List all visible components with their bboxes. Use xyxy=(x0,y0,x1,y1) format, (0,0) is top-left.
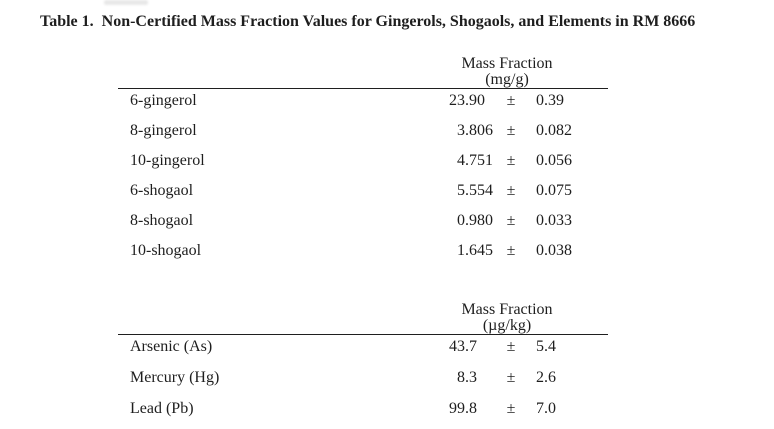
spacer xyxy=(522,397,536,401)
table-row-arsenic: Arsenic (As) 43 .7 ± 5.4 xyxy=(118,335,608,366)
value-fraction: .751 xyxy=(465,152,493,169)
plus-minus-symbol: ± xyxy=(506,242,516,259)
value-integer: 0 xyxy=(457,212,465,229)
column-header-unit: (mg/g) xyxy=(485,71,529,88)
table-row-6-shogaol: 6-shogaol 5 .554 ± 0.075 xyxy=(118,179,608,209)
spacer xyxy=(522,209,536,213)
mass-fraction-table-mg-g: Mass Fraction (mg/g) 6-gingerol 23 .90 ±… xyxy=(118,56,608,269)
value-fraction: .554 xyxy=(465,182,493,199)
uncertainty-value: 2.6 xyxy=(536,369,556,386)
plus-minus-symbol: ± xyxy=(506,182,516,199)
row-label: 10-gingerol xyxy=(130,152,205,169)
row-label: Arsenic (As) xyxy=(130,338,213,355)
value-integer: 5 xyxy=(457,182,465,199)
value-fraction: .90 xyxy=(465,92,485,109)
value-fraction: .8 xyxy=(465,400,477,417)
uncertainty-value: 7.0 xyxy=(536,400,556,417)
table-title: Table 1. Non-Certified Mass Fraction Val… xyxy=(40,13,696,30)
row-label: Lead (Pb) xyxy=(130,400,194,417)
mass-fraction-table-ug-kg: Mass Fraction (µg/kg) Arsenic (As) 43 .7… xyxy=(118,302,608,428)
spacer xyxy=(522,119,536,123)
column-header: Mass Fraction (µg/kg) xyxy=(407,302,607,334)
table-row-mercury: Mercury (Hg) 8 .3 ± 2.6 xyxy=(118,366,608,397)
value-integer: 43 xyxy=(449,338,465,355)
plus-minus-symbol: ± xyxy=(506,400,516,417)
value-fraction: .806 xyxy=(465,122,493,139)
row-label: 10-shogaol xyxy=(130,242,202,259)
plus-minus-symbol: ± xyxy=(506,92,516,109)
table-row-10-shogaol: 10-shogaol 1 .645 ± 0.038 xyxy=(118,239,608,269)
table-row-10-gingerol: 10-gingerol 4 .751 ± 0.056 xyxy=(118,149,608,179)
uncertainty-value: 0.056 xyxy=(536,152,572,169)
uncertainty-value: 5.4 xyxy=(536,338,556,355)
column-header-title: Mass Fraction xyxy=(461,301,553,318)
plus-minus-symbol: ± xyxy=(506,122,516,139)
uncertainty-value: 0.033 xyxy=(536,212,572,229)
uncertainty-value: 0.082 xyxy=(536,122,572,139)
plus-minus-symbol: ± xyxy=(506,212,516,229)
table-row-8-gingerol: 8-gingerol 3 .806 ± 0.082 xyxy=(118,119,608,149)
column-header-unit: (µg/kg) xyxy=(482,317,532,334)
spacer xyxy=(522,89,536,93)
uncertainty-value: 0.075 xyxy=(536,182,572,199)
plus-minus-symbol: ± xyxy=(506,369,516,386)
value-fraction: .3 xyxy=(465,369,477,386)
plus-minus-symbol: ± xyxy=(506,152,516,169)
spacer xyxy=(522,239,536,243)
uncertainty-value: 0.39 xyxy=(536,92,564,109)
column-header-title: Mass Fraction xyxy=(461,55,553,72)
table-row-6-gingerol: 6-gingerol 23 .90 ± 0.39 xyxy=(118,89,608,119)
spacer xyxy=(522,366,536,370)
column-header: Mass Fraction (mg/g) xyxy=(407,56,607,88)
value-integer: 3 xyxy=(457,122,465,139)
value-integer: 4 xyxy=(457,152,465,169)
value-fraction: .7 xyxy=(465,338,477,355)
table-body: Arsenic (As) 43 .7 ± 5.4 Mercury (Hg) 8 … xyxy=(118,334,608,428)
row-label: 6-shogaol xyxy=(130,182,194,199)
uncertainty-value: 0.038 xyxy=(536,242,572,259)
page-crop-artifact xyxy=(104,0,148,5)
value-integer: 23 xyxy=(449,92,465,109)
value-integer: 1 xyxy=(457,242,465,259)
row-label: 6-gingerol xyxy=(130,92,197,109)
spacer xyxy=(522,179,536,183)
value-integer: 99 xyxy=(449,400,465,417)
table-row-8-shogaol: 8-shogaol 0 .980 ± 0.033 xyxy=(118,209,608,239)
row-label: 8-shogaol xyxy=(130,212,194,229)
value-fraction: .645 xyxy=(465,242,493,259)
table-body: 6-gingerol 23 .90 ± 0.39 8-gingerol 3 .8… xyxy=(118,88,608,269)
value-fraction: .980 xyxy=(465,212,493,229)
spacer xyxy=(522,335,536,339)
table-row-lead: Lead (Pb) 99 .8 ± 7.0 xyxy=(118,397,608,428)
row-label: Mercury (Hg) xyxy=(130,369,220,386)
plus-minus-symbol: ± xyxy=(506,338,516,355)
spacer xyxy=(522,149,536,153)
row-label: 8-gingerol xyxy=(130,122,197,139)
value-integer: 8 xyxy=(457,369,465,386)
